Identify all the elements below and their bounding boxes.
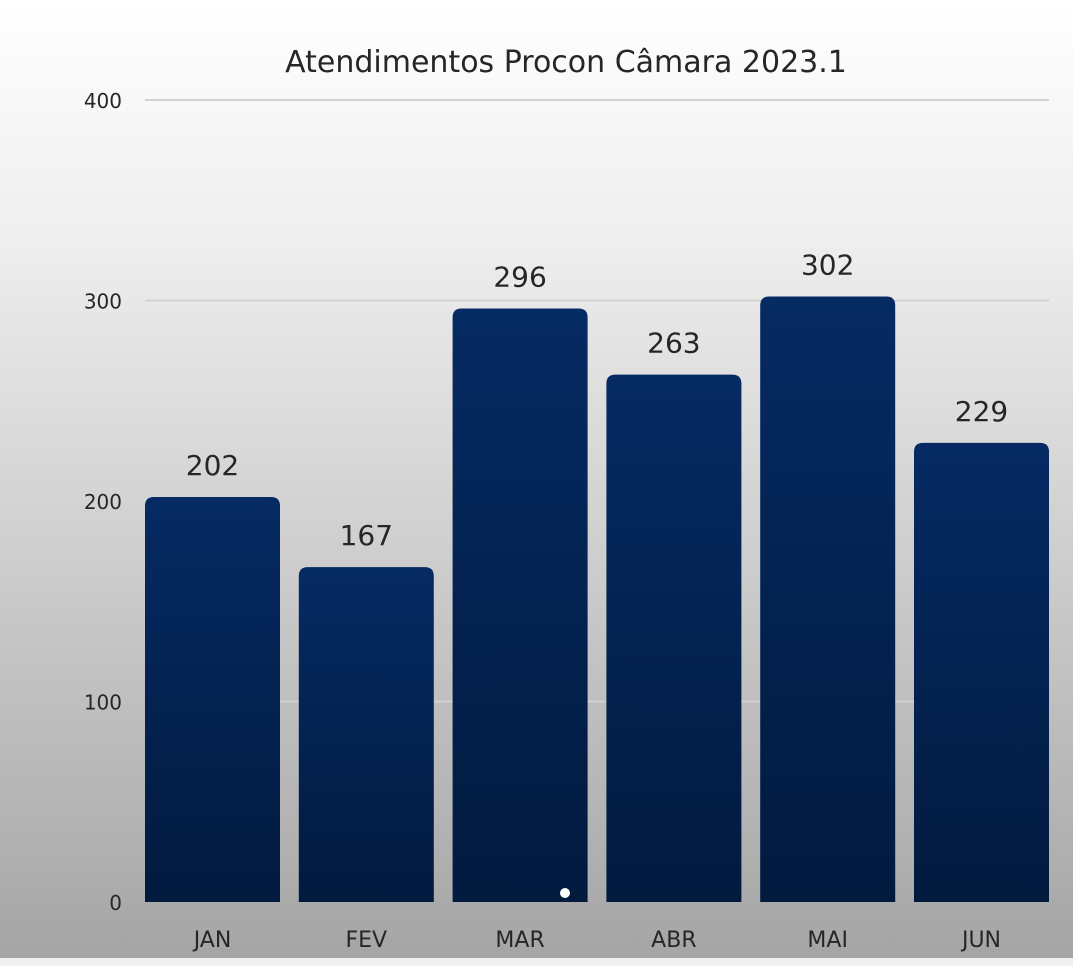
x-tick-label: MAR xyxy=(495,928,544,953)
data-label: 263 xyxy=(647,327,700,360)
data-label: 296 xyxy=(493,261,546,294)
bar-mai xyxy=(760,296,896,902)
grid-lines xyxy=(145,99,1049,703)
chart-title: Atendimentos Procon Câmara 2023.1 xyxy=(285,45,847,80)
x-tick-label: MAI xyxy=(807,928,848,953)
y-tick-label: 0 xyxy=(109,891,122,915)
bar-jan xyxy=(145,496,280,902)
bar-mar xyxy=(452,308,588,902)
y-tick-label: 400 xyxy=(84,89,122,113)
y-tick-label: 200 xyxy=(84,490,122,514)
x-axis-ticks: JAN FEV MAR ABR MAI JUN xyxy=(192,928,1001,953)
bar-jun xyxy=(914,442,1049,902)
bar-fev xyxy=(298,567,434,902)
x-tick-label: ABR xyxy=(651,928,696,953)
x-tick-label: JAN xyxy=(192,928,232,953)
data-labels: 202 167 296 263 302 229 xyxy=(186,248,1008,552)
bars xyxy=(145,296,1049,902)
y-tick-label: 300 xyxy=(84,290,122,314)
y-tick-label: 100 xyxy=(84,691,122,715)
data-label: 229 xyxy=(955,395,1008,428)
x-tick-label: JUN xyxy=(960,928,1001,953)
cursor-dot xyxy=(560,888,570,898)
y-axis-ticks: 0 100 200 300 400 xyxy=(84,89,122,915)
bottom-strip xyxy=(0,958,1073,966)
data-label: 302 xyxy=(801,248,854,281)
bar-abr xyxy=(606,374,742,902)
x-tick-label: FEV xyxy=(345,928,387,953)
data-label: 202 xyxy=(186,449,239,482)
data-label: 167 xyxy=(340,519,393,552)
